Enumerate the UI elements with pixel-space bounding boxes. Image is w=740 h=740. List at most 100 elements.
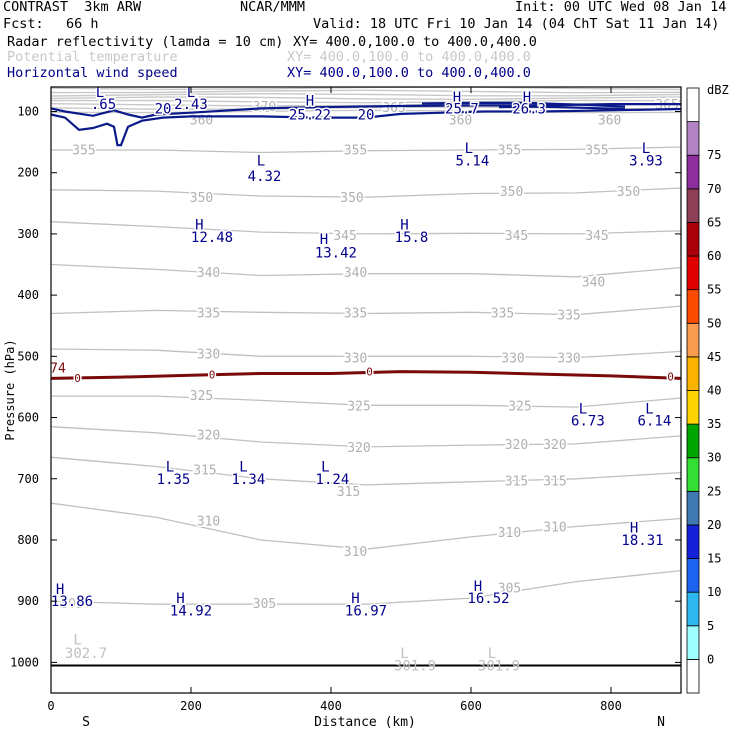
x-tick-label: 0 xyxy=(47,699,54,713)
theta-label: 330 xyxy=(197,347,220,362)
y-tick-label: 200 xyxy=(17,166,39,180)
colorbar-tick-label: 70 xyxy=(707,182,721,196)
theta-label: 325 xyxy=(190,389,213,404)
theta-label: 320 xyxy=(505,438,528,453)
colorbar-cell xyxy=(686,423,700,459)
zero-contour-line xyxy=(50,370,682,380)
init-time: Init: 00 UTC Wed 08 Jan 14 xyxy=(515,0,727,15)
wind-extrema-label: 4.32 xyxy=(248,169,282,185)
theta-label: 350 xyxy=(340,191,363,206)
theta-contour-line xyxy=(50,221,682,235)
wind-extrema-label: 20 xyxy=(155,101,172,117)
surface-theta-label: 301.9 xyxy=(394,658,436,674)
colorbar-title: dBZ xyxy=(707,83,729,97)
theta-contour-line xyxy=(51,395,682,408)
wind-extrema-label: H xyxy=(306,93,314,109)
colorbar-tick-label: 5 xyxy=(707,619,714,633)
wind-extrema-label: L xyxy=(96,85,104,101)
colorbar-tick-label: 35 xyxy=(707,417,721,431)
edge-label: 74 xyxy=(50,362,66,377)
colorbar-cell xyxy=(686,390,700,425)
theta-label: 305 xyxy=(60,597,83,612)
wind-extrema-label: 16.52 xyxy=(467,591,509,607)
colorbar-cell xyxy=(686,222,700,257)
theta-contour-line xyxy=(50,426,682,448)
wind-extrema-label: 6.14 xyxy=(638,414,672,430)
x-axis-label: Distance (km) xyxy=(314,715,416,730)
wind-extrema-label: 13.86 xyxy=(51,594,93,610)
axes: 0 200 400 600 800100200300400500600700800900… xyxy=(10,87,681,713)
theta-label: 315 xyxy=(193,464,216,479)
theta-label: 325 xyxy=(347,399,370,414)
theta-label: 330 xyxy=(557,352,580,367)
x-tick-label: 200 xyxy=(180,699,202,713)
field-theta-name: Potential temperature xyxy=(7,49,178,65)
theta-label: 340 xyxy=(197,266,220,281)
colorbar-tick-label: 30 xyxy=(707,451,721,465)
theta-contour-line xyxy=(50,569,682,605)
zero-contour-label: 0 xyxy=(667,371,674,384)
colorbar-tick-label: 0 xyxy=(707,652,714,666)
colorbar-tick-label: 10 xyxy=(707,585,721,599)
theta-label: 360 xyxy=(598,113,621,128)
wind-extrema-label: L xyxy=(239,460,247,476)
colorbar-tick-label: 45 xyxy=(707,350,721,364)
wind-extrema-label: H xyxy=(176,591,184,607)
theta-label: 320 xyxy=(543,438,566,453)
south-end-label: S xyxy=(82,715,90,730)
field-reflectivity-xy: XY= 400.0,100.0 to 400.0,400.0 xyxy=(293,34,537,50)
zero-contour: 0 0 0 0 74 xyxy=(50,362,682,386)
colorbar-tick-label: 15 xyxy=(707,552,721,566)
theta-band-line xyxy=(50,89,682,94)
field-theta-xy: XY= 400.0,100.0 to 400.0,400.0 xyxy=(287,49,531,65)
colorbar-tick-label: 55 xyxy=(707,283,721,297)
forecast-hour: 66 h xyxy=(66,16,99,32)
model-title: CONTRAST 3km ARW xyxy=(3,0,142,15)
theta-label: 310 xyxy=(543,521,566,536)
y-tick-label: 900 xyxy=(17,594,39,608)
wind-jet-line xyxy=(50,103,681,119)
wind-extrema-label: 12.48 xyxy=(191,230,233,246)
wind-extrema-label: H xyxy=(56,582,64,598)
wind-extrema-label: 25.22 xyxy=(289,108,331,124)
colorbar-cell xyxy=(686,591,700,627)
colorbar-cell xyxy=(686,524,700,559)
theta-label: 350 xyxy=(190,191,213,206)
wind-extrema-label: H xyxy=(630,521,638,537)
theta-contour-line xyxy=(50,187,682,198)
theta-contour-line xyxy=(50,263,682,278)
surface-theta-label: 301.9 xyxy=(478,658,520,674)
colorbar-cell xyxy=(686,154,700,190)
colorbar-cell xyxy=(686,188,700,223)
theta-contour-line xyxy=(51,146,682,154)
wind-extrema-label: H xyxy=(474,579,482,595)
wind-extrema-label: 2.43 xyxy=(174,97,208,113)
wind-jet-line xyxy=(421,101,626,108)
field-wind-name: Horizontal wind speed xyxy=(7,65,178,81)
colorbar-tick-label: 25 xyxy=(707,484,721,498)
theta-contour-line xyxy=(50,305,682,316)
surface-theta-label: L xyxy=(400,646,408,662)
theta-label: 315 xyxy=(543,475,566,490)
wind-extrema-label: 26.3 xyxy=(512,101,546,117)
wind-extrema-label: H xyxy=(195,218,203,234)
wind-extrema-label: 20 xyxy=(358,108,375,124)
surface-theta-label: L xyxy=(73,633,81,649)
colorbar-cell xyxy=(686,490,700,526)
x-tick-label: 800 xyxy=(600,699,622,713)
theta-label: 345 xyxy=(333,229,356,244)
wind-extrema-label: H xyxy=(453,90,461,106)
wind-extrema-label: H xyxy=(400,218,408,234)
wind-extrema-label: 6.73 xyxy=(571,414,605,430)
theta-label: 325 xyxy=(508,399,531,414)
y-tick-label: 500 xyxy=(17,349,39,363)
theta-label: 310 xyxy=(498,526,521,541)
theta-label: 310 xyxy=(197,514,220,529)
wind-jet-line xyxy=(498,105,626,111)
theta-contour-line xyxy=(50,502,682,550)
zero-contour-label: 0 xyxy=(366,366,373,379)
wind-extrema-label: 25.7 xyxy=(445,101,479,117)
colorbar-tick-label: 75 xyxy=(707,148,721,162)
plot-border xyxy=(50,86,682,694)
wind-extrema-label: 13.42 xyxy=(315,245,357,261)
